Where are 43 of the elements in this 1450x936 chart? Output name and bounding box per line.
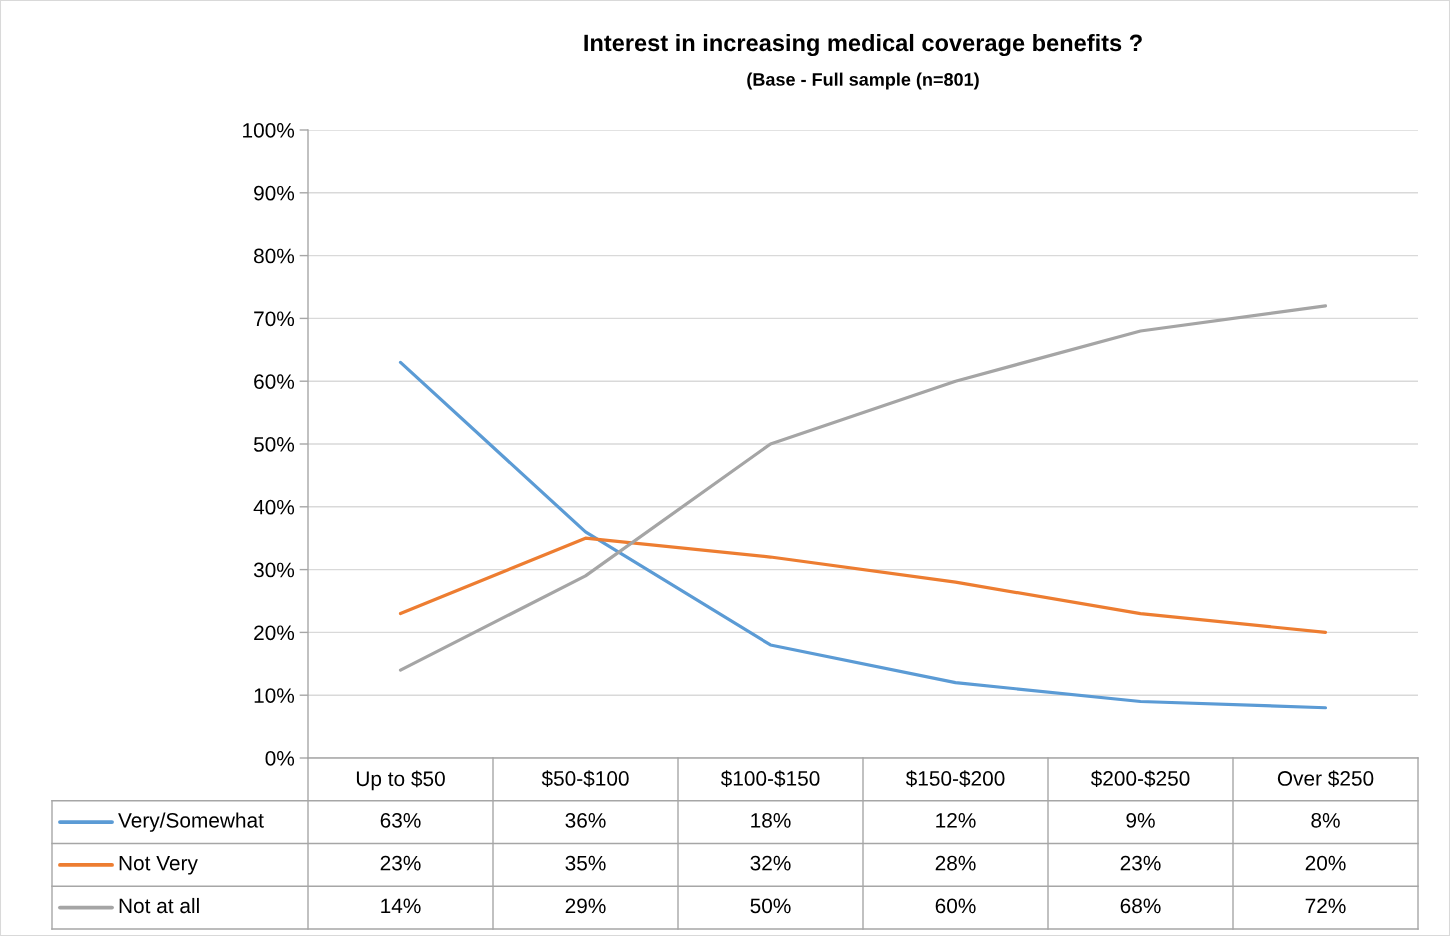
data-label: 72%	[1305, 898, 1346, 914]
y-tick-label: 30%	[253, 562, 295, 578]
y-tick-label: 70%	[254, 311, 295, 327]
y-tick-label: 50%	[253, 437, 295, 452]
y-tick-label: 10%	[254, 688, 295, 703]
x-tick-label: $150-$200	[905, 770, 1005, 788]
line-series	[398, 360, 1328, 710]
data-label: 29%	[565, 898, 606, 914]
x-tick-label: Up to $50	[356, 770, 445, 791]
data-label: 32%	[750, 855, 791, 871]
data-label: 8%	[1311, 812, 1340, 828]
legend-label: Not at all	[119, 897, 199, 914]
x-tick-label: $50-$100	[541, 770, 629, 788]
data-label: 68%	[1120, 898, 1161, 914]
legend-label: Very/Somewhat	[118, 812, 264, 832]
y-tick-label: 90%	[254, 185, 295, 201]
data-label: 60%	[935, 898, 976, 914]
data-label: 36%	[565, 812, 606, 828]
line-series	[398, 536, 1328, 634]
data-label: 18%	[751, 812, 791, 828]
x-tick-label: $100-$150	[720, 770, 820, 788]
y-tick-label: 100%	[243, 123, 295, 138]
data-label: 50%	[750, 898, 791, 914]
data-label: 63%	[380, 812, 421, 828]
data-label: 9%	[1126, 812, 1155, 828]
y-tick-label: 60%	[254, 374, 295, 389]
chart-title: Interest in increasing medical coverage benefits ?	[584, 33, 1142, 57]
data-label: 14%	[381, 898, 421, 914]
line-series	[398, 304, 1328, 672]
data-label: 23%	[380, 855, 421, 871]
data-label: 28%	[935, 855, 976, 871]
legend-label: Not Very	[119, 855, 198, 875]
y-tick-label: 20%	[254, 625, 295, 641]
data-label: 20%	[1305, 855, 1346, 871]
chart-subtitle: (Base - Full sample (n=801)	[747, 72, 979, 90]
y-tick-label: 80%	[254, 248, 295, 264]
data-label: 12%	[936, 812, 976, 828]
data-label: 35%	[565, 855, 606, 871]
x-tick-label: $200-$250	[1090, 770, 1190, 788]
y-tick-label: 40%	[253, 499, 295, 515]
data-label: 23%	[1120, 855, 1161, 871]
y-tick-label: 0%	[265, 751, 295, 766]
x-tick-label: Over $250	[1277, 770, 1374, 788]
